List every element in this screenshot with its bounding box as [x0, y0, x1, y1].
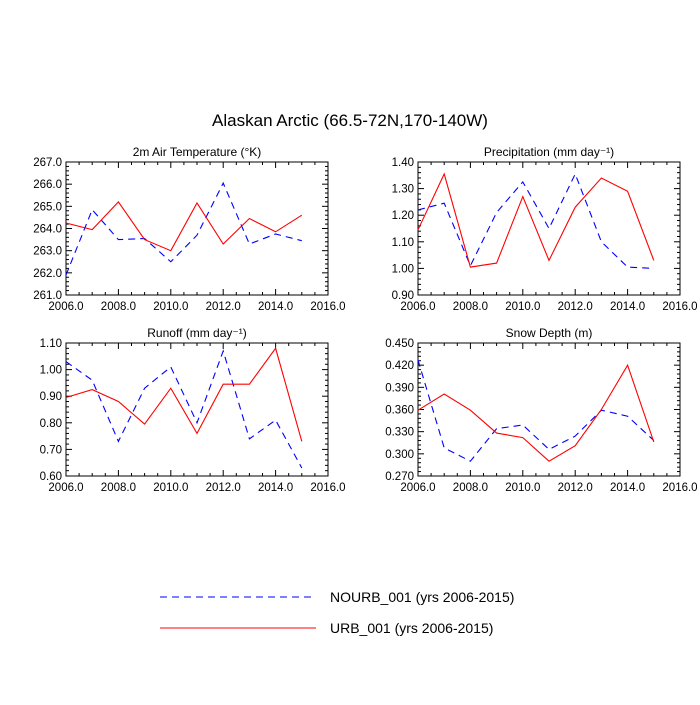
panel-title: Precipitation (mm day⁻¹)	[484, 145, 614, 159]
x-tick-label: 2012.0	[206, 482, 241, 494]
legend-item-urb-001: URB_001 (yrs 2006-2015)	[160, 620, 493, 636]
y-tick-label: 264.0	[33, 224, 62, 236]
x-tick-label: 2014.0	[610, 482, 645, 494]
series-line-nourb-001	[417, 359, 655, 462]
y-tick-label: 265.0	[33, 201, 62, 213]
x-tick-label: 2016.0	[310, 482, 345, 494]
x-tick-label: 2008.0	[453, 301, 488, 313]
x-tick-label: 2006.0	[400, 301, 435, 313]
main-title: Alaskan Arctic (66.5-72N,170-140W)	[212, 111, 488, 130]
y-tick-label: 1.30	[392, 184, 414, 196]
x-tick-label: 2014.0	[258, 482, 293, 494]
y-tick-label: 1.10	[392, 237, 414, 249]
y-tick-label: 266.0	[33, 179, 62, 191]
plot-frame	[65, 161, 329, 296]
legend-item-nourb-001: NOURB_001 (yrs 2006-2015)	[160, 589, 514, 605]
panel-runoff: Runoff (mm day⁻¹) 2006.0 2008.0 2010.0 2012.…	[40, 326, 346, 494]
panel-title: Snow Depth (m)	[506, 326, 593, 340]
y-tick-label: 0.80	[40, 418, 62, 430]
y-tick-label: 262.0	[33, 268, 62, 280]
x-tick-label: 2012.0	[206, 301, 241, 313]
x-tick-label: 2010.0	[153, 301, 188, 313]
y-tick-label: 1.00	[392, 263, 414, 275]
x-tick-label: 2016.0	[662, 482, 697, 494]
plot-frame	[417, 161, 681, 296]
x-tick-label: 2016.0	[310, 301, 345, 313]
y-tick-label: 1.00	[40, 365, 62, 377]
series-line-urb-001	[417, 363, 655, 462]
series-line-urb-001	[65, 347, 303, 442]
x-tick-label: 2006.0	[400, 482, 435, 494]
legend-label: NOURB_001 (yrs 2006-2015)	[330, 589, 514, 605]
y-tick-label: 0.330	[385, 427, 414, 439]
x-tick-label: 2012.0	[558, 482, 593, 494]
x-tick-label: 2012.0	[558, 301, 593, 313]
y-tick-label: 0.90	[392, 290, 414, 302]
x-tick-label: 2014.0	[258, 301, 293, 313]
y-tick-label: 0.300	[385, 449, 414, 461]
y-tick-label: 261.0	[33, 290, 62, 302]
y-tick-label: 1.20	[392, 210, 414, 222]
series-line-nourb-001	[65, 181, 302, 276]
y-tick-label: 267.0	[33, 157, 62, 169]
series-line-nourb-001	[417, 172, 654, 269]
y-tick-label: 0.90	[40, 391, 62, 403]
panel-snow-depth: Snow Depth (m) 2006.0 2008.0 2010.0 2012.0 20…	[385, 326, 697, 494]
x-tick-label: 2006.0	[48, 482, 83, 494]
x-tick-label: 2010.0	[505, 301, 540, 313]
x-tick-label: 2006.0	[48, 301, 83, 313]
panel-air-temperature: 2m Air Temperature (°K) 2006.0 2008.0 2010.…	[33, 145, 345, 313]
y-tick-label: 0.450	[385, 338, 414, 350]
y-tick-label: 0.60	[40, 471, 62, 483]
series-line-urb-001	[417, 172, 655, 268]
x-tick-label: 2008.0	[101, 482, 136, 494]
panel-title: 2m Air Temperature (°K)	[133, 145, 262, 159]
y-tick-label: 0.360	[385, 405, 414, 417]
x-tick-label: 2014.0	[610, 301, 645, 313]
x-tick-label: 2008.0	[453, 482, 488, 494]
legend-label: URB_001 (yrs 2006-2015)	[330, 620, 493, 636]
y-tick-label: 0.270	[385, 471, 414, 483]
series-line-urb-001	[65, 201, 303, 252]
y-tick-label: 0.420	[385, 360, 414, 372]
x-tick-label: 2010.0	[505, 482, 540, 494]
series-line-nourb-001	[65, 349, 303, 469]
panel-precipitation: Precipitation (mm day⁻¹) 2006.0 2008.0 2010…	[392, 145, 698, 313]
y-tick-label: 0.390	[385, 382, 414, 394]
y-tick-label: 263.0	[33, 246, 62, 258]
panel-title: Runoff (mm day⁻¹)	[147, 326, 246, 340]
plot-frame	[417, 342, 681, 477]
y-tick-label: 1.10	[40, 338, 62, 350]
x-tick-label: 2010.0	[153, 482, 188, 494]
y-tick-label: 1.40	[392, 157, 414, 169]
y-tick-label: 0.70	[40, 444, 62, 456]
x-tick-label: 2008.0	[101, 301, 136, 313]
x-tick-label: 2016.0	[662, 301, 697, 313]
